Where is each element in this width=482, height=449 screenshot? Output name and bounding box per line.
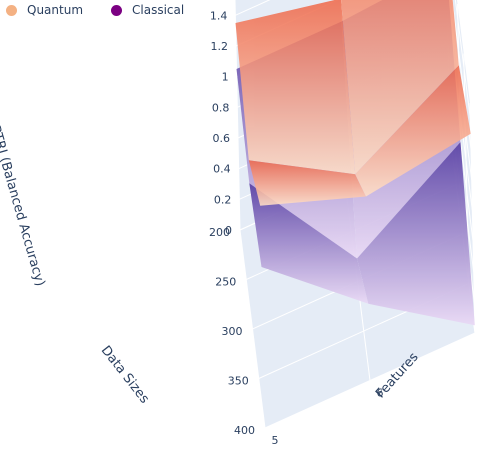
z-tick-label: 0.6 (213, 132, 231, 145)
z-tick-label: 1.2 (211, 40, 229, 53)
y-gridline (239, 229, 266, 429)
surface-patch (341, 0, 459, 175)
legend-item-classical[interactable]: Classical (111, 3, 184, 17)
legend-swatch-quantum (6, 4, 17, 16)
x-tick-label: 250 (215, 276, 236, 289)
x-axis-title: Data Sizes (98, 343, 152, 406)
surface-patch (249, 183, 369, 304)
z-tick-label: 0.8 (212, 101, 230, 114)
x-tick-label: 300 (222, 325, 243, 338)
surface-patch (248, 160, 366, 206)
z-tick-label: 0.2 (214, 193, 232, 206)
x-gridline (469, 102, 476, 334)
x-tick-label: 350 (228, 375, 249, 388)
surface-patch (235, 0, 356, 175)
surface-layer (235, 0, 475, 326)
y-tick-label: 6 (377, 387, 384, 400)
surface-patch (357, 142, 475, 326)
surface-patch (355, 65, 471, 197)
y-tick-label: 5 (272, 434, 279, 447)
legend: Quantum Classical (6, 3, 184, 17)
legend-item-quantum[interactable]: Quantum (6, 3, 83, 17)
x-tick-label: 400 (234, 424, 255, 437)
z-tick-label: 0.4 (213, 163, 231, 176)
z-axis-title: PTRI (Balanced Accuracy) (0, 124, 48, 288)
surface-quantum (235, 0, 471, 206)
z-tick-label: 1 (222, 71, 229, 84)
z-tick-label: 1.4 (210, 9, 228, 22)
x-tick-label: 200 (209, 226, 230, 239)
y-gridline (234, 0, 241, 231)
legend-swatch-classical (111, 4, 123, 16)
z-tick-label: 0 (225, 224, 232, 237)
legend-label-quantum: Quantum (27, 3, 84, 17)
legend-label-classical: Classical (132, 3, 185, 17)
